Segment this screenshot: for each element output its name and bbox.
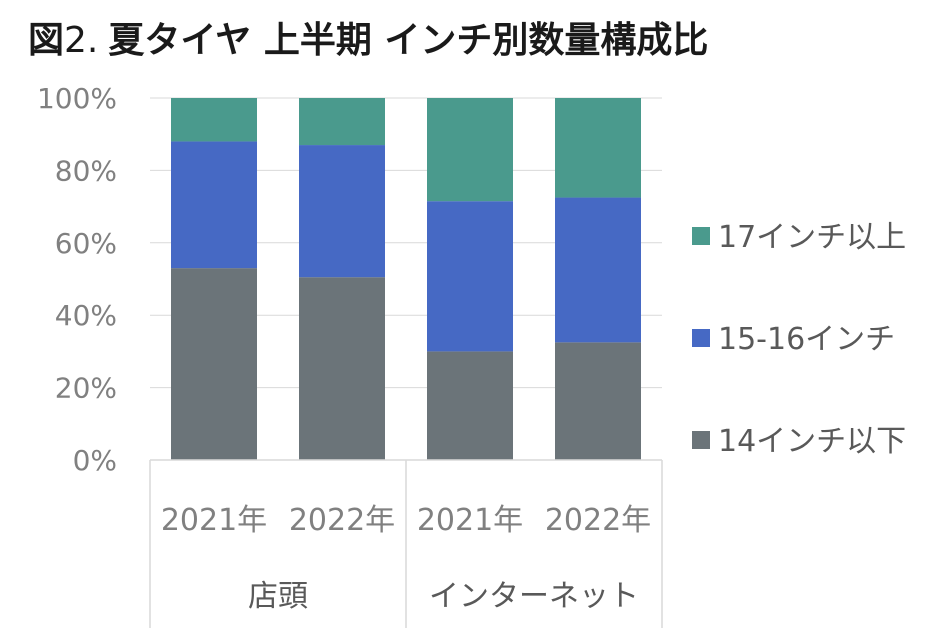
bars	[171, 98, 641, 460]
bar-segment	[299, 277, 385, 460]
bar-segment	[555, 197, 641, 343]
bar-segment	[427, 201, 513, 352]
x-group-label: インターネット	[429, 579, 639, 614]
legend: 17インチ以上 15-16インチ 14インチ以下	[692, 220, 906, 459]
bar-segment	[427, 351, 513, 460]
bar-segment	[555, 342, 641, 460]
y-tick-label: 40%	[55, 299, 117, 332]
title-number: 2.	[64, 20, 98, 61]
y-tick-label: 0%	[73, 444, 117, 477]
x-category-label: 2021年	[417, 503, 523, 538]
legend-swatch	[692, 329, 710, 347]
y-tick-label: 20%	[55, 372, 117, 405]
legend-label: 14インチ以下	[718, 424, 906, 459]
x-category-label: 2021年	[161, 503, 267, 538]
y-tick-label: 100%	[37, 82, 117, 115]
legend-label: 17インチ以上	[718, 220, 906, 255]
x-category-label: 2022年	[545, 503, 651, 538]
y-axis-ticks: 0% 20% 40% 60% 80% 100%	[37, 82, 117, 477]
bar-segment	[299, 98, 385, 146]
bar-segment	[171, 141, 257, 269]
x-category-label: 2022年	[289, 503, 395, 538]
bar-segment	[555, 98, 641, 198]
title-prefix: 図	[28, 20, 64, 61]
y-tick-label: 60%	[55, 227, 117, 260]
x-group-label: 店頭	[248, 579, 308, 614]
bar-segment	[427, 98, 513, 202]
bar-segment	[171, 268, 257, 460]
title-text: 夏タイヤ 上半期 インチ別数量構成比	[108, 20, 708, 61]
legend-swatch	[692, 227, 710, 245]
y-tick-label: 80%	[55, 154, 117, 187]
bar-segment	[171, 98, 257, 142]
legend-label: 15-16インチ	[718, 322, 895, 357]
legend-swatch	[692, 431, 710, 449]
bar-segment	[299, 145, 385, 278]
chart-title: 図2. 夏タイヤ 上半期 インチ別数量構成比	[28, 20, 708, 61]
